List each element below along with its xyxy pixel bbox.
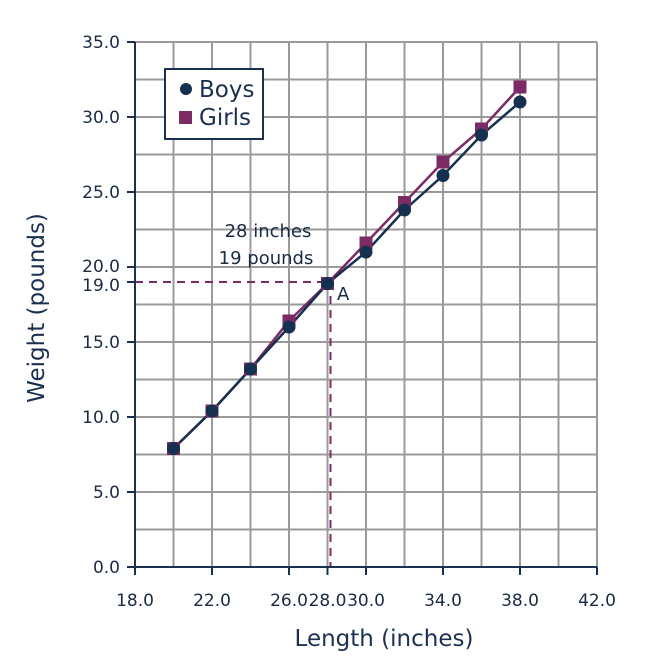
- legend-boys-marker: [180, 83, 192, 95]
- annotation-length-label: 28 inches: [225, 221, 312, 242]
- x-tick-label: 34.0: [424, 591, 462, 611]
- boys-data-point: [205, 404, 219, 418]
- x-tick-label: 38.0: [501, 591, 539, 611]
- annotation-weight-label: 19 pounds: [219, 248, 314, 269]
- grid-lines: [135, 41, 598, 567]
- axes: [127, 41, 598, 575]
- x-tick-label: 42.0: [578, 591, 616, 611]
- tick-labels: 18.0 22.0 26.0 28.0 30.0 34.0 38.0 42.00.05.010…: [82, 33, 616, 611]
- x-tick-label: 18.0: [116, 591, 154, 611]
- girls-data-point: [513, 80, 527, 94]
- annotation: 28 inches 19 pounds A: [219, 221, 350, 305]
- y-tick-label: 0.0: [93, 558, 120, 578]
- legend-girls-label: Girls: [199, 105, 251, 131]
- boys-data-point: [321, 277, 334, 290]
- annotation-point-label: A: [337, 284, 350, 305]
- y-tick-label: 19.0: [82, 276, 120, 296]
- x-tick-label: 30.0: [347, 591, 385, 611]
- series-lines: [172, 86, 521, 450]
- boys-data-point: [475, 128, 488, 142]
- x-tick-label: 22.0: [193, 591, 231, 611]
- y-tick-label: 25.0: [82, 183, 120, 203]
- series-markers: [167, 80, 527, 455]
- y-tick-label: 20.0: [82, 257, 120, 277]
- x-tick-label: 28.0: [309, 591, 347, 611]
- boys-data-point: [436, 169, 450, 182]
- x-tick-label: 26.0: [270, 591, 308, 611]
- y-tick-label: 15.0: [82, 333, 120, 353]
- boys-data-point: [359, 245, 373, 259]
- annotation-guides: [135, 281, 332, 567]
- series-line-boys: [172, 101, 521, 450]
- boys-data-point: [167, 442, 180, 455]
- y-tick-label: 10.0: [82, 408, 120, 428]
- legend-box: [164, 68, 264, 140]
- boys-data-point: [282, 320, 296, 334]
- boys-data-point: [244, 362, 257, 376]
- y-tick-label: 35.0: [82, 33, 120, 53]
- boys-data-point: [398, 203, 411, 217]
- girls-data-point: [436, 155, 450, 169]
- y-tick-label: 5.0: [93, 483, 120, 503]
- x-axis-title: Length (inches): [295, 626, 474, 652]
- legend-boys-label: Boys: [199, 77, 254, 103]
- boys-data-point: [513, 95, 527, 109]
- y-tick-label: 30.0: [82, 108, 120, 128]
- legend-girls-marker: [179, 111, 192, 124]
- girls-data-point: [359, 236, 373, 250]
- legend: Boys Girls: [164, 68, 264, 140]
- y-axis-title: Weight (pounds): [24, 213, 50, 403]
